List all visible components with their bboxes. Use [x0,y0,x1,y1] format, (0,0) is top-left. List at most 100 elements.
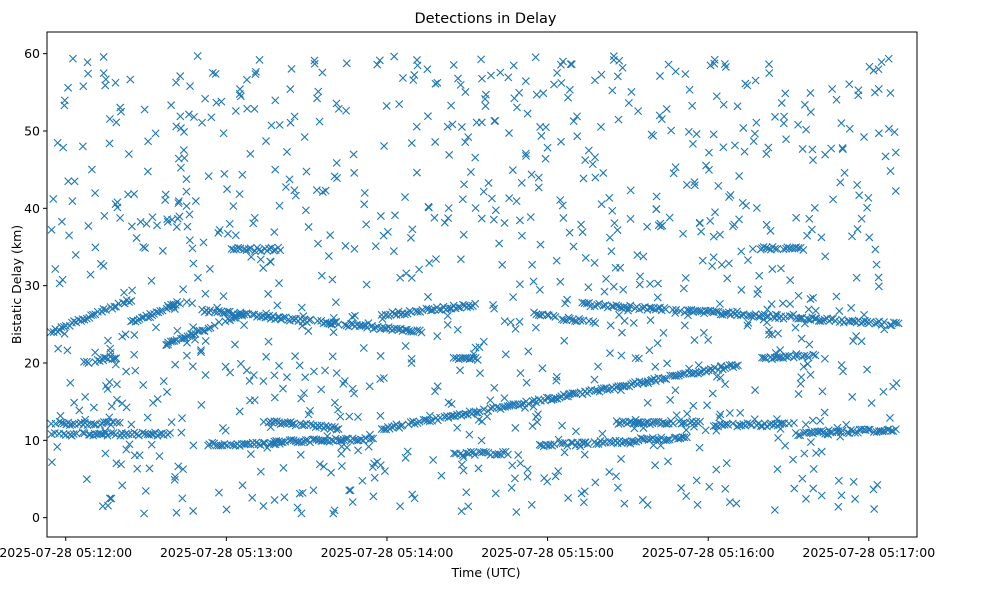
scatter-point [708,261,717,270]
scatter-point [534,173,543,182]
track-point [542,393,551,402]
scatter-point [143,167,152,176]
scatter-point [564,493,573,502]
scatter-point [578,228,587,237]
track-point [127,296,136,305]
scatter-point [634,354,643,363]
scatter-point [682,492,691,500]
scatter-point [460,180,469,189]
scatter-point [330,172,339,181]
scatter-point [118,481,127,490]
track-point [446,412,455,421]
scatter-point [689,401,698,410]
track-point [407,308,416,317]
track-point [206,323,215,332]
scatter-point [49,195,58,204]
scatter-point [594,362,603,371]
scatter-point [853,225,862,234]
track-point [164,303,173,312]
scatter-point [249,371,258,380]
scatter-point [235,190,244,199]
track-point [747,312,756,321]
scatter-point [243,104,252,113]
scatter-point [345,486,354,495]
scatter-point [459,230,468,239]
scatter-point [47,458,56,467]
track-point [498,403,507,412]
track-point [864,425,873,434]
track-point [515,401,524,410]
scatter-point [275,361,284,370]
track-point [287,435,296,444]
scatter-point [250,104,259,113]
scatter-point [193,273,202,282]
scatter-point [848,392,857,401]
scatter-point [236,359,245,368]
scatter-point [84,221,93,230]
track-point [626,301,635,310]
x-tick-label: 2025-07-28 05:14:00 [321,545,454,560]
track-point [728,419,737,428]
track-point [135,314,144,323]
scatter-point [205,264,214,273]
scatter-point [410,71,419,80]
scatter-point [681,273,690,282]
track-point [871,319,880,328]
scatter-point [865,233,874,242]
scatter-point [290,186,299,195]
scatter-point [247,252,256,261]
scatter-point [778,299,787,308]
scatter-point [458,195,467,204]
scatter-point [682,426,691,435]
track-point [821,429,830,438]
scatter-point [408,490,417,499]
scatter-point [153,395,162,404]
track-point [252,438,261,447]
scatter-point [231,340,239,349]
scatter-point [353,413,362,422]
scatter-point [444,214,453,223]
track-point [118,298,127,307]
plot-frame [46,31,918,538]
scatter-point [845,124,854,133]
track-point [305,316,314,325]
scatter-point [663,359,672,368]
scatter-point [327,468,336,477]
track-point [454,355,463,364]
track-point [695,368,704,377]
track-point [619,303,628,312]
track-point [410,419,419,428]
track-point [816,317,825,326]
scatter-point [805,340,814,349]
scatter-point [371,242,380,251]
scatter-point [430,213,439,222]
track-point [652,417,661,426]
scatter-point [328,352,337,361]
scatter-point [780,112,789,121]
scatter-point [536,240,545,249]
track-point [578,438,587,447]
scatter-point [443,311,452,320]
scatter-point [321,366,330,375]
track-point [599,301,608,310]
track-point [283,418,292,427]
scatter-point [199,238,208,247]
scatter-point [116,214,125,223]
track-point [672,371,681,380]
track-point [583,440,592,449]
scatter-point [557,137,565,146]
scatter-point [560,448,569,457]
scatter-point [682,180,691,189]
scatter-point [677,484,686,493]
scatter-point [744,318,753,327]
track-point [363,323,372,332]
scatter-point [511,324,520,333]
track-point [475,407,484,416]
scatter-point [581,253,590,262]
scatter-point [508,461,517,470]
scatter-point [103,336,112,345]
track-point [760,353,769,362]
scatter-point [809,484,818,493]
scatter-point [107,402,116,411]
track-point [392,324,401,333]
